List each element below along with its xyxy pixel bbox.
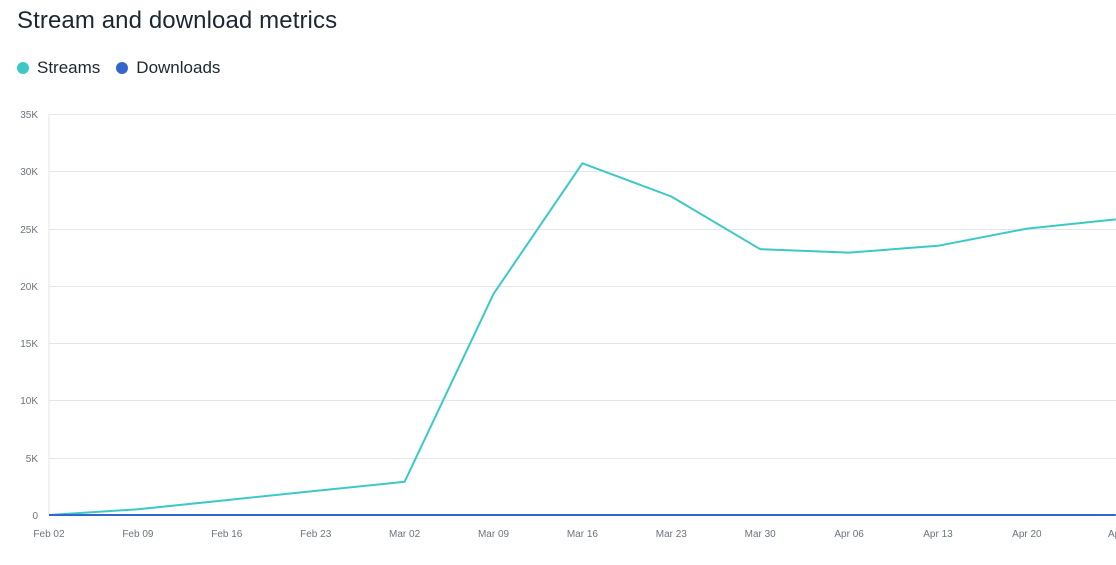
x-tick-label: Mar 16 (567, 529, 599, 540)
streams-legend-dot (17, 62, 29, 74)
legend: Streams Downloads (17, 58, 220, 78)
streams-series-line (48, 162, 1116, 516)
y-tick-label: 15K (20, 339, 38, 350)
y-tick-label: 5K (26, 454, 39, 465)
legend-item-downloads[interactable]: Downloads (116, 58, 220, 78)
x-axis-ticks: Feb 02 Feb 09 Feb 16 Feb 23 Mar 02 Mar 09 Mar … (33, 529, 1116, 540)
y-tick-label: 10K (20, 396, 38, 407)
x-tick-label: Mar 09 (478, 529, 510, 540)
x-tick-label: Mar 30 (745, 529, 777, 540)
x-tick-label: Mar 23 (656, 529, 688, 540)
x-tick-label: Feb 02 (33, 529, 65, 540)
y-tick-label: 30K (20, 167, 38, 178)
y-tick-label: 20K (20, 282, 38, 293)
y-tick-label: 35K (20, 110, 38, 121)
x-tick-label: Mar 02 (389, 529, 421, 540)
x-tick-label: Apr 06 (834, 529, 864, 540)
x-tick-label: Feb 16 (211, 529, 243, 540)
grid-lines (48, 114, 1116, 516)
downloads-legend-label: Downloads (136, 58, 221, 77)
streams-legend-label: Streams (37, 58, 101, 77)
x-tick-label: Feb 09 (122, 529, 154, 540)
x-tick-label: Feb 23 (300, 529, 332, 540)
chart-title: Stream and download metrics (17, 7, 338, 34)
x-tick-label: Apr 20 (1012, 529, 1042, 540)
downloads-legend-dot (116, 62, 129, 74)
series-lines (48, 162, 1116, 516)
y-tick-label: 0 (32, 511, 38, 522)
x-tick-label: Apr 13 (923, 529, 953, 540)
legend-item-streams[interactable]: Streams (17, 58, 100, 78)
y-tick-label: 25K (20, 225, 38, 236)
x-tick-label: Apr (1108, 529, 1116, 540)
y-axis-ticks: 0 5K 10K 15K 20K 25K 30K 35K (20, 110, 38, 522)
